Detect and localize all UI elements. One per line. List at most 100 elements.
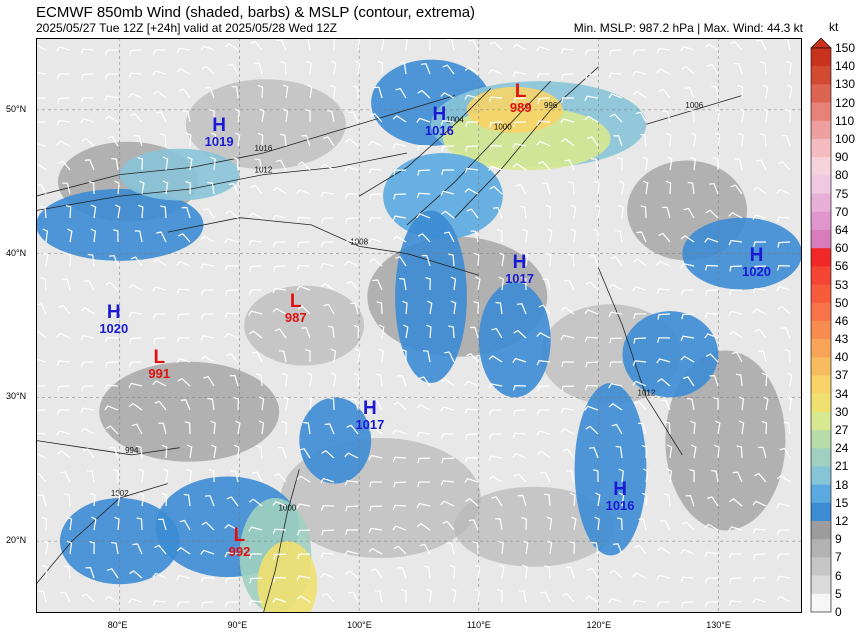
wind-barb (378, 348, 385, 363)
wind-barb (512, 71, 527, 77)
wind-barb (228, 183, 239, 195)
wind-barb (235, 420, 241, 435)
wind-barb (683, 207, 695, 219)
wind-barb (681, 65, 695, 75)
wind-barb (472, 541, 479, 555)
wind-barb (420, 63, 431, 75)
wind-barb (707, 496, 719, 507)
wind-barb (114, 180, 120, 195)
wind-barb (152, 600, 167, 606)
wind-barb (274, 328, 287, 339)
wind-barb (777, 161, 791, 171)
wind-barb (320, 191, 335, 198)
wind-barb (80, 306, 95, 315)
wind-barb (688, 109, 695, 123)
wind-barb (560, 334, 575, 341)
wind-barb (464, 380, 479, 387)
wind-barb (728, 239, 743, 246)
wind-barb (489, 185, 503, 195)
wind-barb (138, 468, 145, 483)
wind-barb (403, 38, 408, 51)
wind-barb (42, 228, 49, 243)
colorbar-tick-label: 37 (835, 368, 849, 383)
wind-barb (200, 355, 215, 363)
colorbar-tick-label: 60 (835, 241, 849, 256)
wind-barb (105, 49, 119, 56)
wind-barb (180, 399, 191, 411)
wind-barb (250, 40, 263, 51)
wind-barb (82, 448, 95, 459)
wind-barb (711, 470, 719, 483)
wind-barbs (36, 38, 793, 608)
wind-barb (369, 258, 383, 267)
isobar-line (358, 88, 492, 197)
wind-barb (570, 204, 577, 219)
latitude-label: 20°N (6, 535, 27, 546)
longitude-label: 90°E (227, 620, 248, 630)
wind-mslp-map: 1016 1012 1008 1004 1000 996 1006 1012 1000 994 10… (36, 38, 802, 613)
wind-barb (350, 398, 359, 411)
wind-barb (393, 401, 407, 411)
wind-barb (207, 397, 215, 411)
wind-barb (176, 337, 191, 343)
wind-barb (633, 49, 647, 56)
wind-barb (402, 300, 408, 315)
longitude-label: 100°E (347, 620, 372, 630)
isobar-line (36, 152, 408, 211)
wind-barb (488, 383, 503, 389)
pressure-center-symbol: H (512, 251, 527, 273)
wind-barb (392, 525, 407, 531)
wind-barb (584, 309, 599, 315)
colorbar-swatch (811, 175, 831, 194)
wind-barb (321, 217, 335, 224)
wind-barb (399, 61, 407, 75)
wind-barb (642, 180, 649, 195)
wind-barb (729, 41, 743, 51)
wind-barb (785, 108, 791, 123)
wind-barb (609, 361, 623, 368)
wind-barb (616, 517, 623, 531)
wind-barb (179, 519, 191, 531)
isobar-label: 1006 (685, 101, 703, 110)
colorbar-swatch (811, 593, 831, 613)
wind-barb (348, 111, 359, 123)
wind-barb (36, 409, 47, 412)
wind-barb (665, 180, 672, 195)
wind-barb (632, 90, 647, 99)
wind-barb (104, 595, 119, 603)
wind-barb (684, 87, 695, 99)
wind-barb (330, 372, 337, 387)
wind-barb (248, 240, 263, 246)
wind-barb (733, 62, 743, 75)
wind-barb (40, 277, 47, 291)
wind-barb (564, 159, 575, 171)
wind-barb (680, 45, 695, 52)
wind-barb (680, 549, 695, 555)
wind-barb (656, 574, 671, 581)
wind-barb (104, 384, 119, 391)
wind-barb (752, 500, 767, 507)
pressure-center-symbol: L (153, 346, 166, 368)
wind-barb (128, 402, 143, 411)
wind-barb (39, 205, 47, 219)
wind-barb (321, 241, 335, 248)
wind-barb (538, 304, 551, 315)
colorbar-tick-label: 0 (835, 605, 842, 619)
wind-barb (370, 568, 383, 579)
wind-barb (297, 241, 311, 248)
wind-barb (401, 589, 407, 602)
wind-barb (537, 73, 551, 79)
wind-barb (690, 132, 697, 147)
wind-barb (181, 206, 191, 219)
wind-barb (512, 357, 527, 363)
wind-barb (128, 311, 143, 318)
high-pressure-center: H 1020 (94, 303, 134, 335)
pressure-center-symbol: H (613, 478, 627, 500)
wind-speed-region (257, 541, 318, 613)
wind-barb (640, 205, 647, 219)
wind-barb (632, 380, 647, 387)
wind-barb (211, 444, 217, 459)
wind-barb (451, 588, 457, 603)
wind-barb (254, 62, 263, 75)
wind-barb (115, 492, 121, 507)
